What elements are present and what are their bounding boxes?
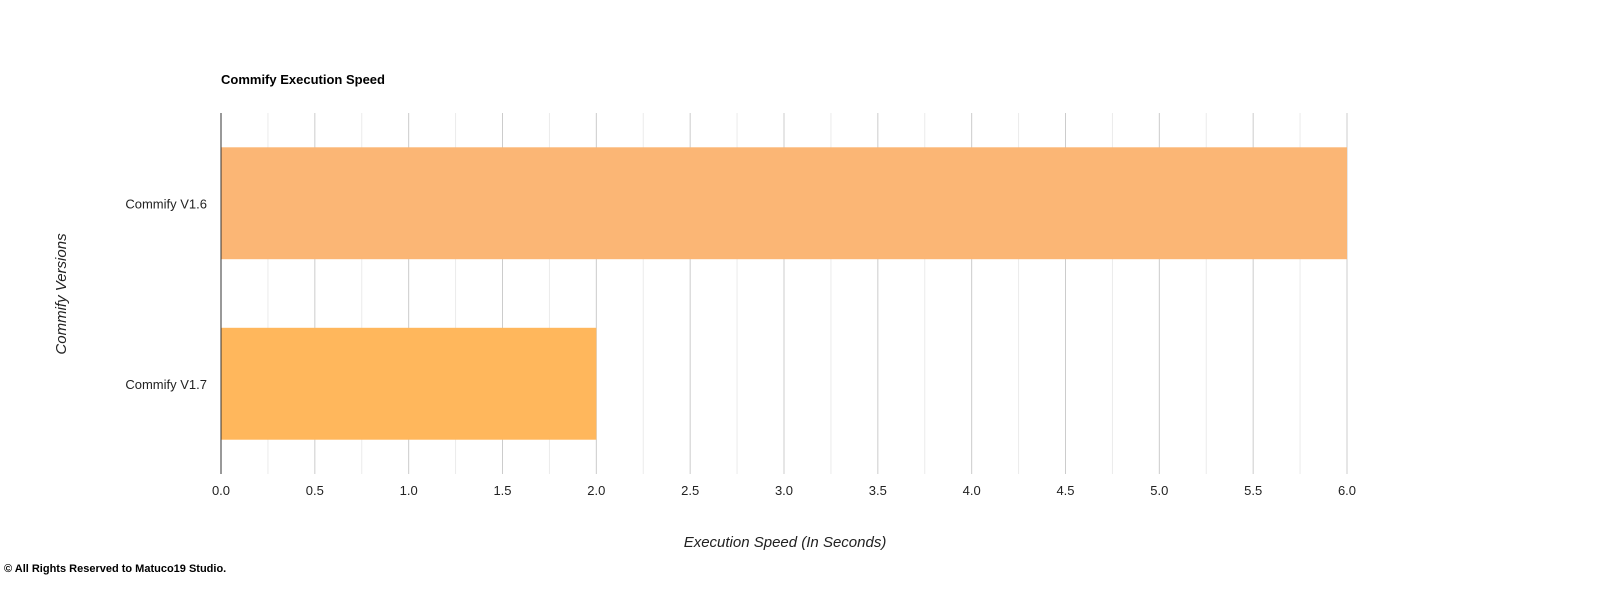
x-tick-label: 5.0 [1150, 483, 1168, 498]
category-labels: Commify V1.6 Commify V1.7 [125, 196, 207, 392]
x-tick-label: 3.5 [869, 483, 887, 498]
category-label: Commify V1.6 [125, 196, 207, 211]
x-tick-label: 2.5 [681, 483, 699, 498]
x-tick-label: 4.5 [1056, 483, 1074, 498]
bar-commify-v1-7 [221, 327, 597, 440]
x-tick-label: 1.0 [400, 483, 418, 498]
bar-commify-v1-6 [221, 147, 1347, 260]
x-tick-label: 6.0 [1338, 483, 1356, 498]
copyright-notice: © All Rights Reserved to Matuco19 Studio… [4, 563, 227, 575]
x-tick-labels: 0.0 0.5 1.0 1.5 2.0 2.5 3.0 3.5 4.0 4.5 5.0 5.5 6.0 [212, 483, 1356, 498]
x-tick-label: 0.5 [306, 483, 324, 498]
bars [221, 147, 1347, 440]
chart-title: Commify Execution Speed [221, 72, 385, 87]
y-axis-title: Commify Versions [53, 233, 70, 355]
x-tick-label: 3.0 [775, 483, 793, 498]
x-tick-label: 5.5 [1244, 483, 1262, 498]
x-axis-title: Execution Speed (In Seconds) [684, 534, 887, 551]
category-label: Commify V1.7 [125, 377, 207, 392]
x-tick-label: 4.0 [963, 483, 981, 498]
x-tick-label: 1.5 [493, 483, 511, 498]
x-tick-label: 0.0 [212, 483, 230, 498]
x-tick-label: 2.0 [587, 483, 605, 498]
